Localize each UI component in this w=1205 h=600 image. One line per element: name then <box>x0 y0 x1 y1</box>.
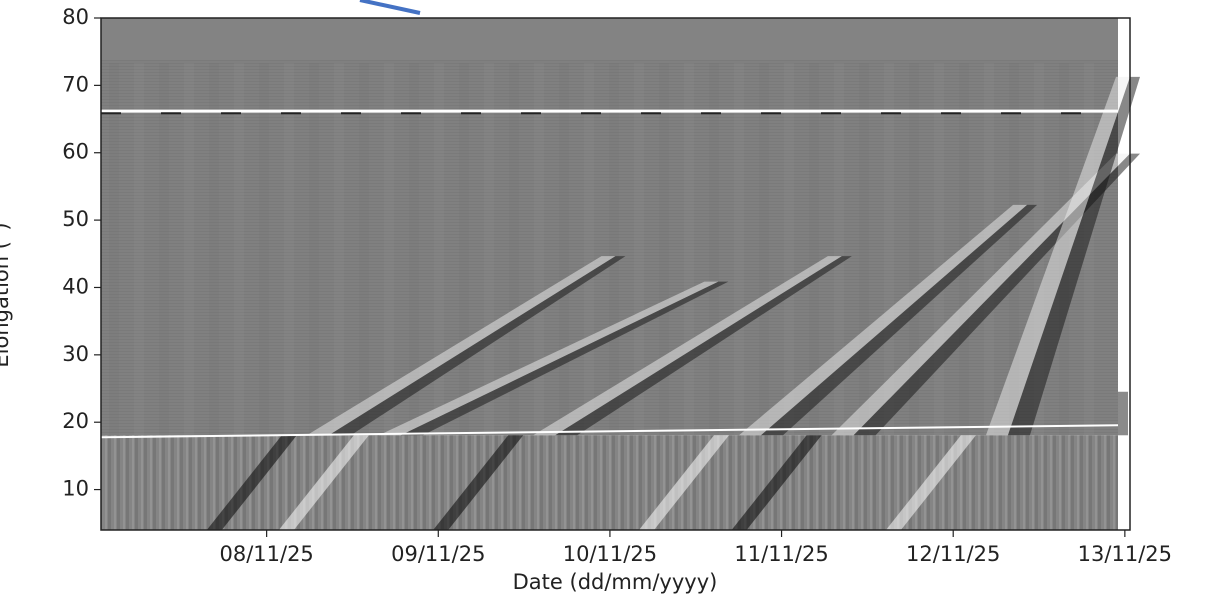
image-band <box>859 63 869 436</box>
x-axis-label: Date (dd/mm/yyyy) <box>513 570 718 594</box>
y-tick-label: 30 <box>62 342 89 366</box>
image-band <box>209 63 219 436</box>
x-tick-label: 10/11/25 <box>563 542 657 566</box>
y-tick-label: 50 <box>62 207 89 231</box>
x-tick-label: 09/11/25 <box>391 542 485 566</box>
x-tick-label: 11/11/25 <box>734 542 828 566</box>
image-streak <box>533 256 842 436</box>
image-streak <box>306 256 616 436</box>
image-streak <box>731 435 822 530</box>
image-band <box>534 63 544 436</box>
image-band <box>559 63 569 436</box>
image-band <box>909 63 919 436</box>
image-streak <box>760 204 1038 436</box>
image-streak <box>985 76 1130 436</box>
image-streak <box>638 435 729 530</box>
image-streak <box>555 256 852 436</box>
image-band <box>684 63 694 436</box>
image-background <box>101 18 1118 436</box>
image-band <box>109 63 119 436</box>
image-streak <box>278 435 369 530</box>
image-streak <box>206 435 297 530</box>
image-band <box>484 63 494 436</box>
image-band <box>884 63 894 436</box>
image-band <box>334 63 344 436</box>
image-band <box>459 63 469 436</box>
image-band <box>834 63 844 436</box>
image-band <box>809 63 819 436</box>
plot-area <box>100 18 1140 530</box>
image-streak <box>1007 76 1140 436</box>
y-tick-label: 80 <box>62 5 89 29</box>
image-streak <box>885 435 976 530</box>
image-band <box>409 63 419 436</box>
image-band <box>984 63 994 436</box>
image-band <box>759 63 769 436</box>
image-band <box>784 63 794 436</box>
image-band <box>659 63 669 436</box>
image-line <box>100 424 1119 439</box>
image-band <box>1084 63 1094 436</box>
image-band <box>259 63 269 436</box>
image-band <box>634 63 644 436</box>
image-edge <box>1118 391 1128 436</box>
image-band <box>1009 63 1019 436</box>
y-tick-label: 70 <box>62 72 89 96</box>
image-band <box>159 63 169 436</box>
y-tick-label: 10 <box>62 477 89 501</box>
x-tick-label: 13/11/25 <box>1078 542 1172 566</box>
image-band <box>184 63 194 436</box>
image-band <box>359 63 369 436</box>
x-tick-label: 08/11/25 <box>219 542 313 566</box>
annotation-stroke <box>359 0 421 15</box>
y-tick-label: 40 <box>62 274 89 298</box>
image-band <box>384 63 394 436</box>
image-band <box>284 63 294 436</box>
image-band <box>134 63 144 436</box>
image-streak <box>738 204 1028 436</box>
image-band <box>709 63 719 436</box>
image-band <box>584 63 594 436</box>
image-streak <box>433 435 524 530</box>
image-streak <box>328 256 626 436</box>
y-axis-label: Elongation (°) <box>0 222 13 367</box>
image-band <box>609 63 619 436</box>
image-streak <box>378 281 719 436</box>
image-streak <box>831 153 1130 436</box>
plot-frame <box>100 17 1131 531</box>
image-band <box>309 63 319 436</box>
image-band <box>434 63 444 436</box>
image-band <box>734 63 744 436</box>
image-band <box>509 63 519 436</box>
x-tick-label: 12/11/25 <box>906 542 1000 566</box>
image-band <box>234 63 244 436</box>
image-top-band <box>101 18 1118 60</box>
y-tick-label: 60 <box>62 140 89 164</box>
image-streak <box>400 281 729 436</box>
y-tick-label: 20 <box>62 409 89 433</box>
image-band <box>934 63 944 436</box>
